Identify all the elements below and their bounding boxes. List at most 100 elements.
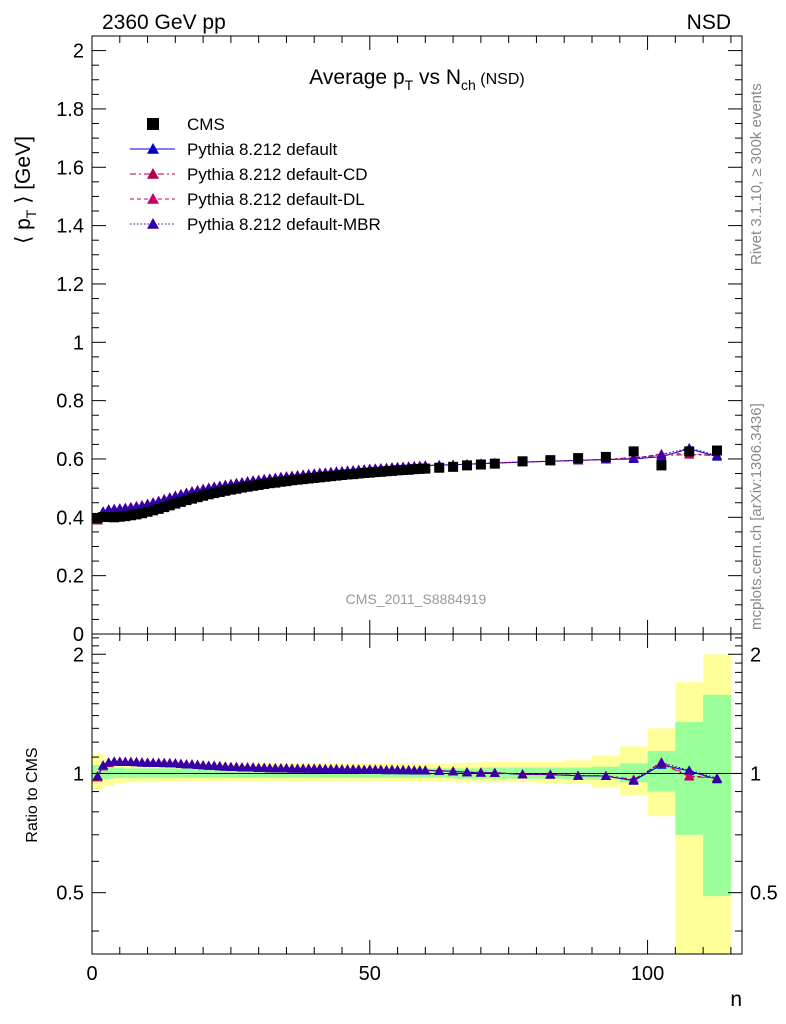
- main-y-tick-label: 1.2: [56, 274, 84, 296]
- x-tick-label: 50: [359, 963, 381, 985]
- cms-point: [489, 458, 500, 469]
- cms-point: [142, 506, 153, 517]
- cms-point: [462, 460, 472, 471]
- cms-point: [303, 473, 314, 484]
- legend-marker-cms: [147, 118, 159, 130]
- cms-point: [192, 492, 203, 503]
- cms-point: [314, 472, 325, 483]
- cms-point: [600, 451, 611, 462]
- cms-point: [253, 479, 264, 490]
- cms-point: [120, 511, 131, 522]
- ratio-y-tick-label-right: 0.5: [750, 883, 778, 905]
- cms-point: [342, 469, 353, 480]
- cms-point: [298, 474, 309, 485]
- main-series-group: [92, 442, 722, 525]
- cms-point: [375, 466, 386, 477]
- cms-point: [164, 500, 175, 511]
- main-y-tick-label: 0.2: [56, 566, 84, 588]
- cms-point: [242, 481, 253, 492]
- header-energy: 2360 GeV pp: [102, 11, 226, 34]
- ratio-point: [517, 769, 528, 779]
- cms-point: [170, 498, 181, 509]
- legend-marker: [147, 143, 159, 154]
- x-axis: 0 50 100: [86, 36, 732, 985]
- legend-label: Pythia 8.212 default-MBR: [187, 215, 381, 234]
- ratio-uncertainty-bands: [92, 654, 742, 954]
- ratio-y-tick-label: 1: [73, 763, 84, 785]
- cms-point: [175, 496, 186, 507]
- cms-point: [359, 467, 370, 478]
- cms-point: [364, 467, 375, 478]
- cms-point: [370, 467, 381, 478]
- cms-point: [153, 503, 164, 514]
- cms-point: [628, 446, 639, 457]
- x-tick-label: 0: [86, 963, 97, 985]
- cms-point: [181, 495, 192, 506]
- cms-point: [656, 460, 667, 471]
- cms-point: [337, 470, 347, 481]
- ratio-point: [684, 765, 695, 775]
- cms-point: [203, 489, 214, 500]
- band-inner: [103, 766, 115, 779]
- legend-label: Pythia 8.212 default: [187, 140, 338, 159]
- cms-point: [353, 468, 364, 479]
- cms-point: [414, 463, 425, 474]
- ratio-point: [475, 767, 486, 777]
- ratio-point: [98, 760, 109, 770]
- cms-point: [381, 466, 392, 477]
- header-process: NSD: [687, 11, 731, 34]
- cms-point: [92, 512, 103, 523]
- cms-point: [573, 453, 584, 464]
- main-y-axis: 0 0.2 0.4 0.6 0.8 1 1.2 1.4 1.6 1.8 2: [56, 41, 742, 646]
- legend: CMS Pythia 8.212 default Pythia 8.212 defa…: [130, 115, 381, 234]
- series-line: [97, 453, 718, 520]
- ratio-point: [489, 767, 500, 777]
- main-y-tick-label: 0.6: [56, 449, 84, 471]
- analysis-label: CMS_2011_S8884919: [346, 591, 487, 607]
- main-y-label: ⟨ pT ⟩ [GeV]: [12, 136, 39, 244]
- ratio-point: [684, 770, 695, 780]
- cms-point: [248, 480, 259, 491]
- cms-point: [125, 510, 136, 521]
- ratio-point: [628, 775, 639, 785]
- cms-point: [131, 509, 142, 520]
- cms-point: [214, 486, 225, 497]
- main-y-tick-label: 2: [73, 41, 84, 63]
- series-line: [97, 448, 718, 521]
- cms-point: [434, 462, 445, 473]
- cms-point: [325, 471, 336, 482]
- main-y-tick-label: 1.4: [56, 216, 84, 238]
- cms-point: [275, 476, 286, 487]
- cms-point: [148, 505, 159, 516]
- cms-point: [320, 471, 331, 482]
- cms-point: [348, 469, 359, 480]
- cms-point: [448, 461, 459, 472]
- cms-point: [292, 474, 303, 485]
- legend-label: Pythia 8.212 default-CD: [187, 165, 368, 184]
- ratio-point: [545, 769, 556, 779]
- rivet-label: Rivet 3.1.10, ≥ 300k events: [748, 83, 765, 265]
- ratio-point: [712, 773, 722, 783]
- cms-point: [409, 464, 420, 475]
- cms-point: [98, 512, 109, 523]
- ratio-series-group: [92, 756, 722, 785]
- main-y-tick-label: 1.6: [56, 157, 84, 179]
- cms-point: [109, 512, 120, 523]
- cms-point: [270, 477, 281, 488]
- ratio-plot-frame: [91, 633, 743, 955]
- x-tick-label: 100: [631, 963, 664, 985]
- ratio-y-tick-label: 0.5: [56, 883, 84, 905]
- cms-point: [392, 465, 403, 476]
- main-y-tick-label: 0: [73, 624, 84, 646]
- ratio-point: [656, 757, 667, 767]
- cms-point: [281, 476, 292, 487]
- ratio-y-axis: 0.5 0.5 1 1 2 2: [56, 637, 778, 932]
- ratio-point: [462, 767, 472, 777]
- series-point: [628, 453, 639, 463]
- cms-point: [684, 446, 695, 457]
- band-inner: [114, 767, 126, 778]
- ratio-y-tick-label-right: 2: [750, 644, 761, 666]
- ratio-point: [92, 771, 103, 781]
- cms-point: [712, 445, 722, 456]
